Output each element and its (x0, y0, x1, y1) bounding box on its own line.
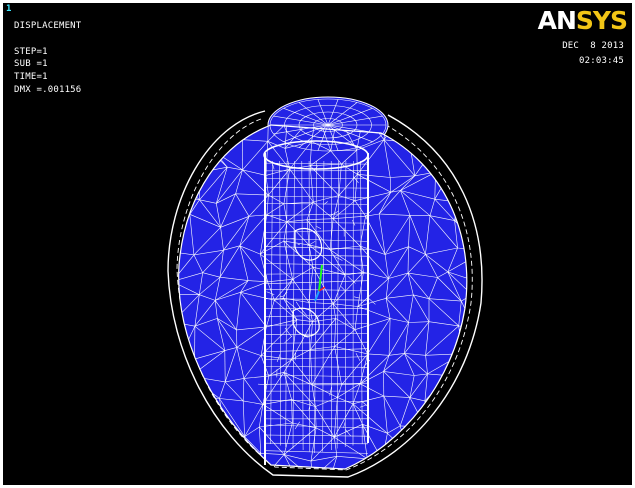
logo-part-sys: SYS (575, 6, 628, 35)
ansys-logo: ANSYS (537, 6, 628, 35)
central-cylinder (257, 140, 376, 465)
coordinate-triad-icon (314, 264, 326, 302)
plot-title: DISPLACEMENT (14, 21, 82, 31)
time-stamp: 02:03:45 (579, 56, 624, 66)
time-label: TIME=1 (14, 72, 48, 82)
cap-mesh-lines (269, 98, 387, 152)
max-displacement-label: DMX =.001156 (14, 85, 82, 95)
step-label: STEP=1 (14, 47, 48, 57)
deformed-shape-outline-inner (176, 118, 473, 471)
date-stamp: DEC 8 2013 (562, 41, 624, 51)
substep-label: SUB =1 (14, 59, 48, 69)
logo-part-an: AN (537, 6, 577, 35)
deformed-shape-outline (167, 110, 483, 478)
graphics-viewport[interactable]: 1 DISPLACEMENT STEP=1 SUB =1 TIME=1 DMX … (3, 3, 632, 485)
fea-mesh-model-icon (167, 96, 483, 478)
window-number-label: 1 (6, 4, 12, 14)
